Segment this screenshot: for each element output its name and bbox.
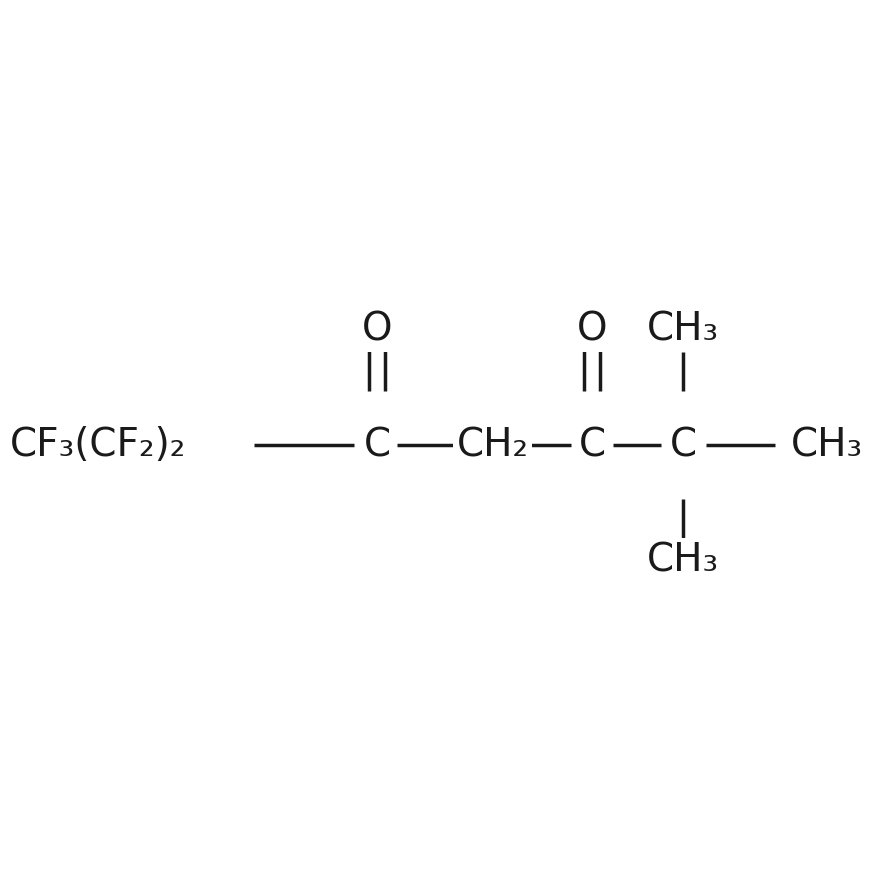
Text: O: O	[362, 311, 392, 349]
Text: C: C	[364, 426, 391, 464]
Text: CH₃: CH₃	[647, 311, 719, 349]
Text: O: O	[577, 311, 607, 349]
Text: C: C	[670, 426, 697, 464]
Text: C: C	[578, 426, 605, 464]
Text: CH₃: CH₃	[647, 541, 719, 579]
Text: CH₂: CH₂	[457, 426, 529, 464]
Text: CH₃: CH₃	[790, 426, 862, 464]
Text: CF₃(CF₂)₂: CF₃(CF₂)₂	[11, 426, 187, 464]
